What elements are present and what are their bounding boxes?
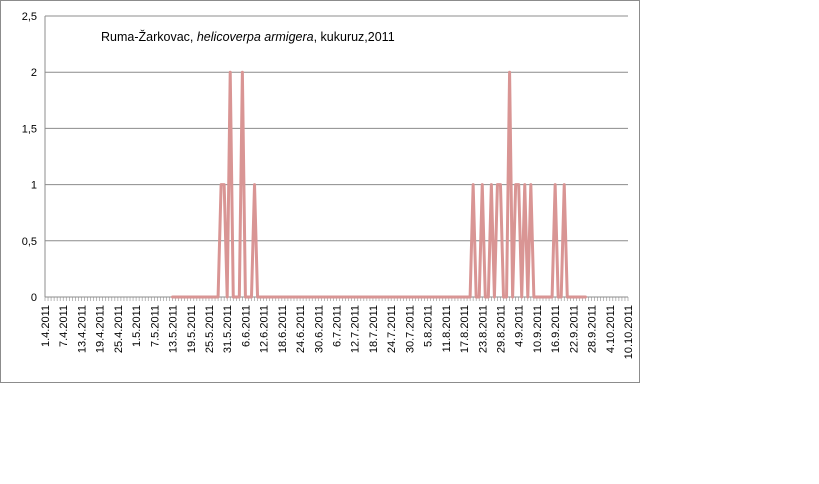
x-tick-label: 29.8.2011 bbox=[495, 305, 507, 353]
x-tick-label: 12.6.2011 bbox=[259, 305, 271, 353]
x-tick-label: 18.7.2011 bbox=[368, 305, 380, 353]
x-tick-label: 1.4.2011 bbox=[40, 305, 52, 347]
x-tick-label: 19.4.2011 bbox=[95, 305, 107, 353]
x-tick-label: 23.8.2011 bbox=[477, 305, 489, 353]
x-tick-label: 6.6.2011 bbox=[240, 305, 252, 347]
x-tick-label: 4.10.2011 bbox=[605, 305, 617, 353]
x-tick-label: 6.7.2011 bbox=[332, 305, 344, 347]
x-tick-label: 30.6.2011 bbox=[313, 305, 325, 353]
y-tick-label: 2 bbox=[31, 67, 37, 79]
x-tick-label: 25.5.2011 bbox=[204, 305, 216, 353]
x-tick-label: 17.8.2011 bbox=[459, 305, 471, 353]
x-tick-label: 10.9.2011 bbox=[532, 305, 544, 353]
x-tick-label: 7.4.2011 bbox=[58, 305, 70, 347]
title-species: helicoverpa armigera bbox=[197, 30, 314, 44]
x-tick-label: 25.4.2011 bbox=[113, 305, 125, 353]
series-line bbox=[171, 70, 587, 299]
title-suffix: , kukuruz,2011 bbox=[314, 30, 395, 44]
x-tick-label: 1.5.2011 bbox=[131, 305, 143, 347]
x-tick-label: 31.5.2011 bbox=[222, 305, 234, 353]
x-tick-label: 30.7.2011 bbox=[404, 305, 416, 353]
chart-frame: 0 0,5 1 1,5 2 2,5 1.4.2011 7.4.2011 13.4.2011 19… bbox=[0, 0, 640, 383]
x-tick-label: 13.5.2011 bbox=[168, 305, 180, 353]
x-axis: 1.4.2011 7.4.2011 13.4.2011 19.4.2011 25.4.2… bbox=[40, 16, 635, 359]
y-tick-label: 0 bbox=[31, 292, 37, 304]
y-tick-label: 2,5 bbox=[22, 11, 37, 23]
y-tick-label: 0,5 bbox=[22, 236, 37, 248]
x-tick-label: 28.9.2011 bbox=[587, 305, 599, 353]
y-axis-ticks: 0 0,5 1 1,5 2 2,5 bbox=[22, 11, 37, 304]
y-tick-label: 1,5 bbox=[22, 123, 37, 135]
x-tick-label: 18.6.2011 bbox=[277, 305, 289, 353]
chart-title: Ruma-Žarkovac, helicoverpa armigera, kuk… bbox=[101, 29, 395, 44]
x-tick-label: 24.6.2011 bbox=[295, 305, 307, 353]
x-tick-label: 7.5.2011 bbox=[149, 305, 161, 347]
chart-svg: 0 0,5 1 1,5 2 2,5 1.4.2011 7.4.2011 13.4.2011 19… bbox=[22, 11, 635, 359]
x-tick-label: 12.7.2011 bbox=[350, 305, 362, 353]
x-tick-label: 5.8.2011 bbox=[423, 305, 435, 347]
x-tick-label: 13.4.2011 bbox=[76, 305, 88, 353]
x-tick-label: 10.10.2011 bbox=[623, 305, 635, 359]
x-tick-label: 11.8.2011 bbox=[441, 305, 453, 352]
x-tick-label: 22.9.2011 bbox=[568, 305, 580, 353]
x-tick-label: 19.5.2011 bbox=[186, 305, 198, 353]
x-tick-label: 24.7.2011 bbox=[386, 305, 398, 353]
grid-lines bbox=[45, 15, 628, 242]
y-tick-label: 1 bbox=[31, 180, 37, 192]
x-tick-label: 4.9.2011 bbox=[514, 305, 526, 347]
x-tick-label: 16.9.2011 bbox=[550, 305, 562, 353]
title-prefix: Ruma-Žarkovac, bbox=[101, 29, 197, 44]
series-layer bbox=[171, 70, 587, 299]
